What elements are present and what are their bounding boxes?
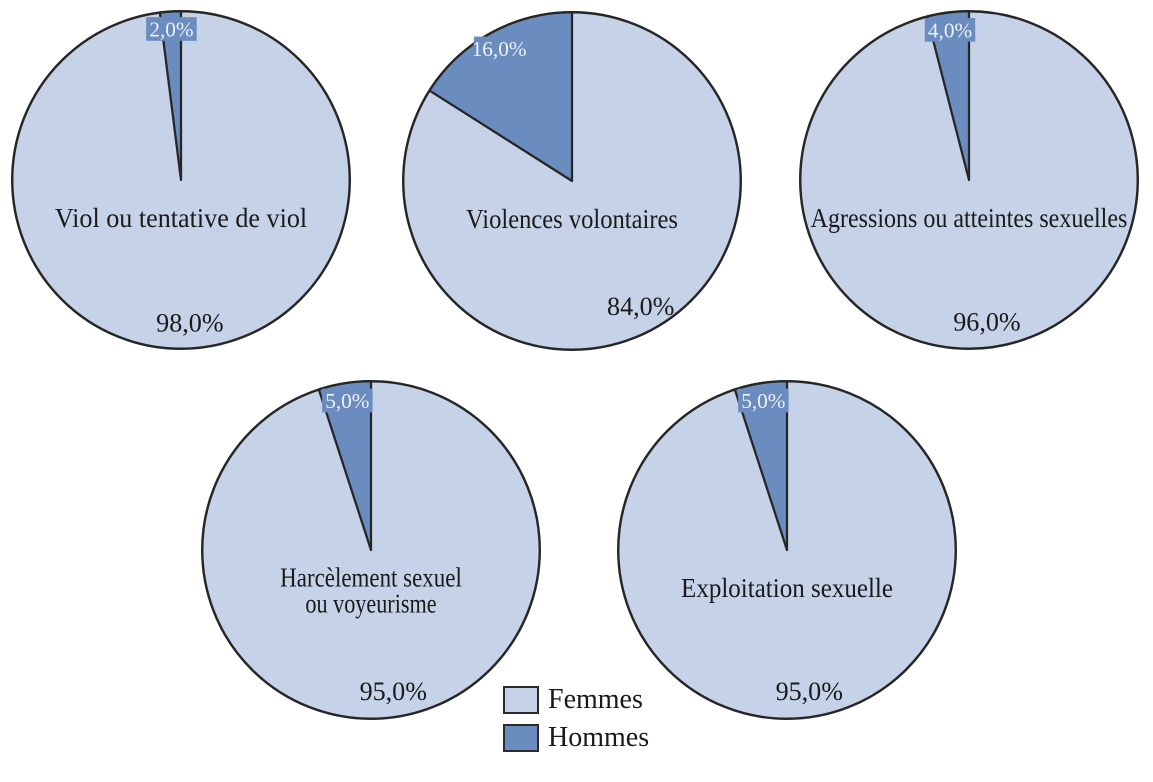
hommes-value-label: 4,0% — [928, 18, 972, 42]
femmes-value-label: 96,0% — [953, 308, 1020, 337]
pie-title: ou voyeurisme — [305, 589, 436, 619]
femmes-value-label: 95,0% — [776, 677, 843, 706]
pie-title: Exploitation sexuelle — [681, 573, 893, 603]
hommes-value-label: 5,0% — [325, 389, 369, 413]
hommes-slice — [733, 380, 789, 552]
pie-svg: Violences volontaires 84,0% 16,0% — [402, 11, 742, 351]
hommes-label-box — [924, 18, 976, 42]
hommes-slice — [925, 10, 971, 182]
femmes-value-label: 98,0% — [156, 308, 223, 337]
legend-hommes-label: Hommes — [548, 722, 650, 753]
hommes-label-box — [738, 388, 789, 413]
pie-chart-violences-volontaires: Violences volontaires 84,0% 16,0% — [398, 7, 746, 355]
hommes-label-box — [146, 17, 197, 41]
chart-legend: Femmes Hommes — [503, 686, 649, 752]
legend-hommes-swatch — [503, 724, 539, 752]
legend-item-femmes: Femmes — [503, 686, 649, 714]
hommes-value-label: 5,0% — [741, 389, 785, 413]
pie-svg: Agressions ou atteintes sexuelles 96,0% 4,… — [799, 10, 1139, 350]
hommes-label-box — [322, 388, 373, 413]
pie-title: Harcèlement sexuel — [280, 563, 462, 593]
pie-title: Violences volontaires — [466, 204, 678, 234]
legend-item-hommes: Hommes — [503, 724, 649, 752]
hommes-slice — [428, 11, 574, 183]
femmes-value-label: 84,0% — [607, 292, 674, 321]
pie-title: Agressions ou atteintes sexuelles — [811, 203, 1128, 233]
pie-chart-agressions-ou-atteintes-sexuelles: Agressions ou atteintes sexuelles 96,0% 4,… — [795, 6, 1143, 354]
hommes-label-box — [473, 36, 525, 61]
hommes-value-label: 2,0% — [149, 18, 193, 42]
femmes-value-label: 95,0% — [360, 677, 427, 706]
pie-title: Viol ou tentative de viol — [55, 203, 307, 233]
pie-chart-viol-ou-tentative-de-viol: Viol ou tentative de viol 98,0% 2,0% — [7, 6, 355, 354]
hommes-slice — [317, 380, 373, 552]
pie-chart-harcelement-sexuel-ou-voyeurisme: Harcèlement sexuel ou voyeurisme 95,0% 5,0% — [197, 376, 545, 724]
pie-svg: Viol ou tentative de viol 98,0% 2,0% — [11, 10, 351, 350]
hommes-value-label: 16,0% — [472, 37, 527, 61]
pie-chart-exploitation-sexuelle: Exploitation sexuelle 95,0% 5,0% — [613, 376, 961, 724]
hommes-slice — [158, 10, 183, 182]
pie-svg: Exploitation sexuelle 95,0% 5,0% — [617, 380, 957, 720]
legend-femmes-swatch — [503, 686, 539, 714]
legend-femmes-label: Femmes — [548, 684, 643, 715]
